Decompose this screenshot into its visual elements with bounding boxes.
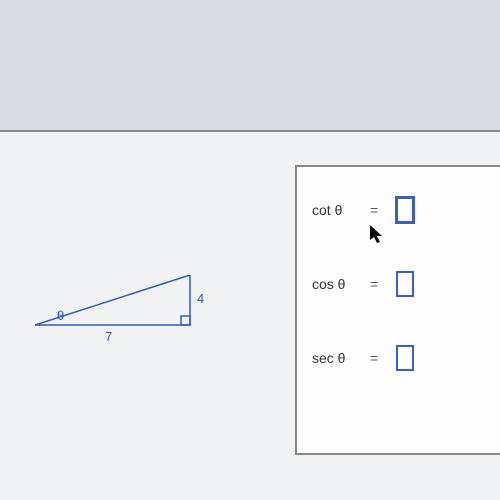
equals-sign: =	[370, 276, 378, 292]
equals-sign: =	[370, 202, 378, 218]
adjacent-label: 7	[105, 329, 112, 344]
triangle-diagram: θ 7 4	[35, 275, 210, 355]
cot-input[interactable]	[396, 197, 414, 223]
cot-label: cot θ	[312, 202, 352, 218]
cos-label: cos θ	[312, 276, 352, 292]
right-angle-marker	[181, 316, 190, 325]
equals-sign: =	[370, 350, 378, 366]
mouse-cursor-icon	[370, 225, 386, 250]
sec-label: sec θ	[312, 350, 352, 366]
answer-panel: cot θ = cos θ = sec θ =	[295, 165, 500, 455]
angle-label: θ	[57, 308, 64, 323]
triangle-svg: θ 7 4	[35, 275, 210, 350]
opposite-label: 4	[197, 291, 204, 306]
trig-row-cot: cot θ =	[312, 197, 485, 223]
trig-row-sec: sec θ =	[312, 345, 485, 371]
trig-row-cos: cos θ =	[312, 271, 485, 297]
cos-input[interactable]	[396, 271, 414, 297]
sec-input[interactable]	[396, 345, 414, 371]
